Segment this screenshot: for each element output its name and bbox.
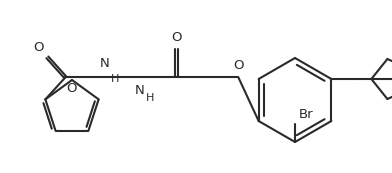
- Text: Br: Br: [299, 108, 314, 121]
- Text: O: O: [67, 82, 77, 95]
- Text: H: H: [111, 74, 120, 84]
- Text: N: N: [134, 84, 144, 97]
- Text: N: N: [100, 57, 109, 70]
- Text: H: H: [146, 93, 155, 103]
- Text: O: O: [171, 31, 181, 44]
- Text: O: O: [233, 59, 243, 72]
- Text: O: O: [33, 41, 44, 54]
